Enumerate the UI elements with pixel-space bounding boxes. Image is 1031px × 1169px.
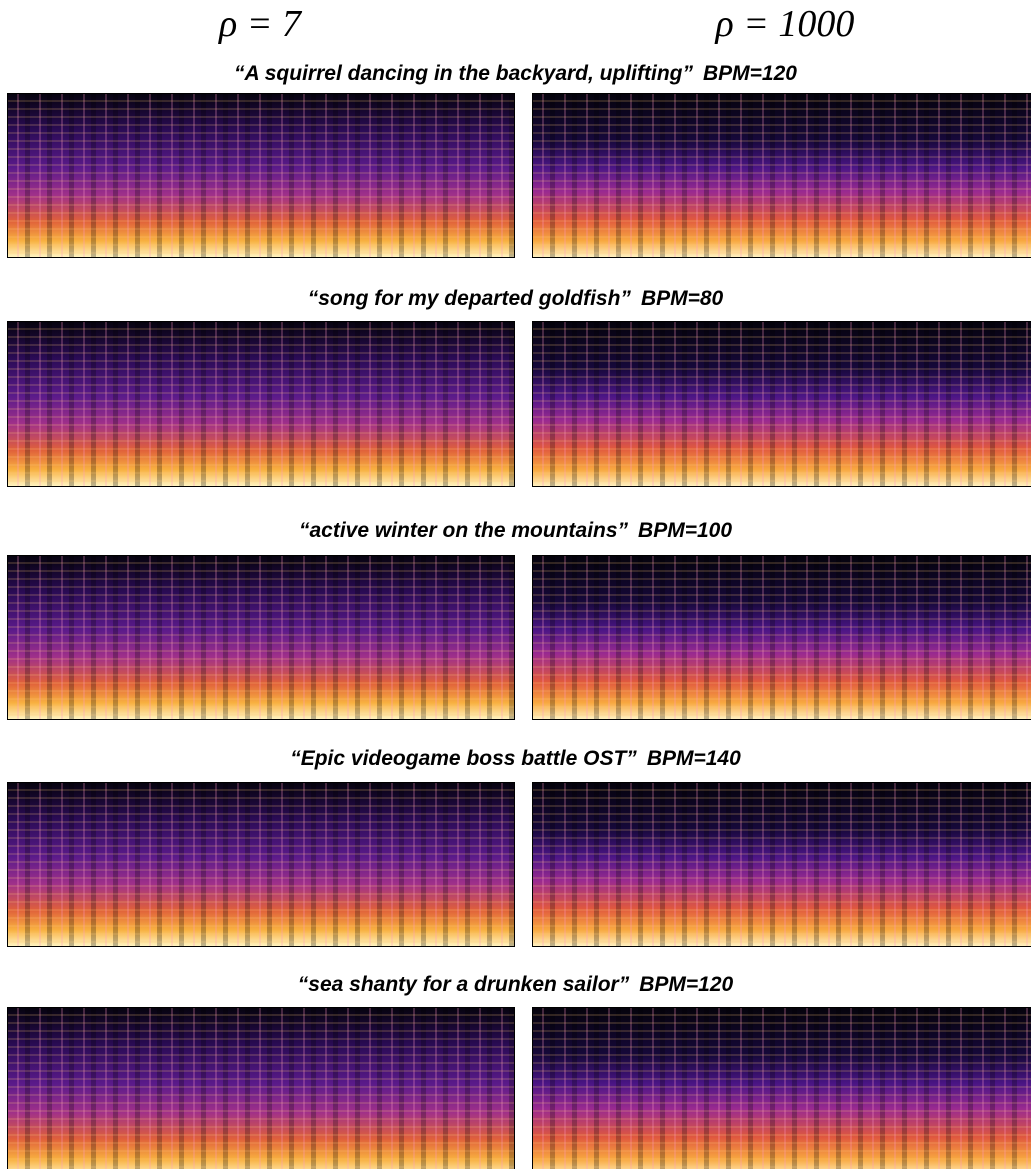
spectrogram <box>7 93 515 258</box>
spectrogram <box>532 1007 1031 1169</box>
row-title: “song for my departed goldfish” BPM=80 <box>0 287 1031 311</box>
spectrogram <box>532 93 1031 258</box>
column-header: ρ = 1000 <box>715 3 855 45</box>
prompt: “A squirrel dancing in the backyard, upl… <box>234 62 693 85</box>
column-header: ρ = 7 <box>219 3 301 45</box>
prompt: “sea shanty for a drunken sailor” <box>297 973 630 996</box>
spectrogram <box>7 555 515 720</box>
spectrogram <box>532 782 1031 947</box>
prompt: “song for my departed goldfish” <box>307 287 631 310</box>
spectrogram <box>532 321 1031 487</box>
bpm: BPM=80 <box>640 287 724 310</box>
row-title: “Epic videogame boss battle OST” BPM=140 <box>0 747 1031 771</box>
spectrogram <box>7 321 515 487</box>
row-title: “A squirrel dancing in the backyard, upl… <box>0 62 1031 86</box>
bpm: BPM=140 <box>646 747 741 770</box>
prompt: “active winter on the mountains” <box>298 519 629 542</box>
prompt: “Epic videogame boss battle OST” <box>290 747 637 770</box>
spectrogram <box>7 782 515 947</box>
row-title: “sea shanty for a drunken sailor” BPM=120 <box>0 973 1031 997</box>
bpm: BPM=100 <box>638 519 733 542</box>
row-title: “active winter on the mountains” BPM=100 <box>0 519 1031 543</box>
bpm: BPM=120 <box>702 62 797 85</box>
bpm: BPM=120 <box>639 973 734 996</box>
spectrogram <box>532 555 1031 720</box>
spectrogram <box>7 1007 515 1169</box>
